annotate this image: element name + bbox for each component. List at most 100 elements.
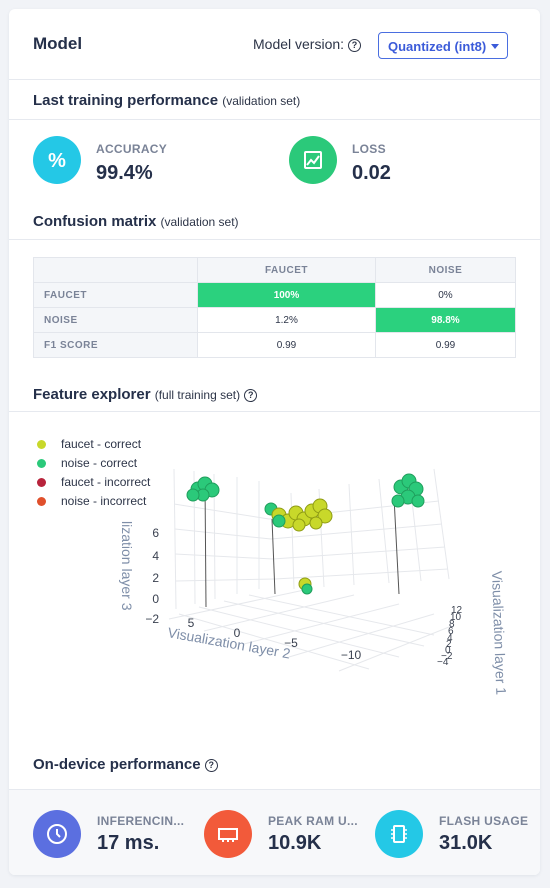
on-device-performance-title: On-device performance ? (33, 756, 218, 773)
chart-icon (289, 136, 337, 184)
cluster-faucet-center (264, 498, 333, 532)
caret-down-icon (491, 44, 499, 49)
help-icon[interactable]: ? (347, 39, 361, 52)
z-tick: 6 (152, 526, 159, 540)
flash-usage-value: 31.0K (439, 832, 493, 854)
y-tick: 0 (445, 645, 451, 656)
confusion-matrix-table: FAUCET NOISE FAUCET 100% 0% NOISE 1.2% 9… (33, 257, 517, 358)
confusion-matrix-title-text: Confusion matrix (33, 213, 157, 230)
column-header-faucet: FAUCET (197, 257, 376, 283)
legend-marker (37, 440, 46, 449)
ram-icon (204, 810, 252, 858)
row-header-noise: NOISE (33, 307, 198, 333)
z-tick: 0 (152, 592, 159, 606)
divider (9, 119, 540, 120)
table-row: F1 SCORE 0.99 0.99 (33, 332, 517, 358)
model-header: Model Model version: ? Quantized (int8) (9, 9, 540, 79)
z-tick: 2 (152, 571, 159, 585)
table-header-row: FAUCET NOISE (33, 257, 517, 283)
feature-explorer-title-text: Feature explorer (33, 386, 151, 403)
y-tick: 2 (446, 639, 452, 650)
model-card: Model Model version: ? Quantized (int8) … (9, 9, 540, 875)
confusion-matrix-subtitle: (validation set) (160, 215, 239, 229)
y-tick: 12 (451, 605, 463, 616)
divider (9, 239, 540, 240)
training-performance-subtitle: (validation set) (222, 94, 301, 108)
row-header-faucet: FAUCET (33, 282, 198, 308)
y-axis-title: Visualization layer 1 (489, 571, 509, 696)
model-version-selected: Quantized (int8) (388, 39, 487, 54)
x-tick: 0 (234, 626, 241, 640)
chip-icon (375, 810, 423, 858)
table-cell: 100% (197, 282, 376, 308)
on-device-performance-title-text: On-device performance (33, 756, 201, 773)
loss-value: 0.02 (352, 162, 391, 184)
z-tick: 4 (152, 549, 159, 563)
peak-ram-usage-label: PEAK RAM U... (268, 814, 358, 828)
x-tick: −10 (341, 648, 362, 662)
model-title: Model (33, 34, 83, 53)
legend-marker (37, 478, 46, 487)
svg-text:%: % (48, 150, 66, 172)
inferencing-time-label: INFERENCIN... (97, 814, 185, 828)
legend-label: faucet - correct (61, 437, 142, 451)
inferencing-time-value: 17 ms. (97, 832, 160, 854)
y-tick: 10 (450, 612, 462, 623)
confusion-matrix-title: Confusion matrix (validation set) (33, 213, 239, 230)
cluster-noise-top-right (391, 473, 425, 508)
table-cell: 0% (374, 282, 517, 308)
y-tick: −2 (441, 651, 453, 662)
training-performance-title-text: Last training performance (33, 92, 219, 109)
legend-marker (37, 497, 46, 506)
legend-item[interactable]: noise - correct (37, 456, 150, 475)
legend-item[interactable]: faucet - incorrect (37, 475, 150, 494)
peak-ram-usage-value: 10.9K (268, 832, 322, 854)
table-cell: 0.99 (197, 332, 376, 358)
legend-item[interactable]: faucet - correct (37, 437, 150, 456)
feature-explorer-title: Feature explorer (full training set) ? (33, 386, 258, 403)
z-tick: −2 (145, 612, 159, 626)
cluster-noise-top-left (186, 476, 220, 502)
legend-marker (37, 459, 46, 468)
on-device-performance-strip: INFERENCIN... 17 ms. PEAK RAM U... 10.9K (9, 789, 540, 875)
y-tick: 4 (447, 633, 453, 644)
model-version-dropdown[interactable]: Quantized (int8) (378, 32, 508, 59)
y-tick: 8 (449, 619, 455, 630)
x-tick: 5 (188, 616, 195, 630)
plot-axes (204, 480, 400, 608)
flash-usage-label: FLASH USAGE (439, 814, 529, 828)
legend-label: noise - correct (61, 456, 138, 470)
z-axis-title: lization layer 3 (119, 521, 135, 611)
clock-icon (33, 810, 81, 858)
table-cell: 0.99 (374, 332, 517, 358)
legend-item[interactable]: noise - incorrect (37, 494, 150, 513)
row-header-f1-score: F1 SCORE (33, 332, 198, 358)
table-row: FAUCET 100% 0% (33, 282, 517, 308)
legend-label: noise - incorrect (61, 494, 147, 508)
percent-icon: % (33, 136, 81, 184)
model-version-label: Model version: ? (253, 36, 361, 52)
accuracy-label: ACCURACY (96, 142, 168, 156)
training-performance-title: Last training performance (validation se… (33, 92, 300, 109)
legend-label: faucet - incorrect (61, 475, 151, 489)
divider (9, 79, 540, 80)
feature-explorer-3d-plot[interactable]: 6 4 2 0 −2 5 0 −5 −10 12 10 8 6 4 2 0 −2… (9, 409, 540, 739)
help-icon[interactable]: ? (204, 759, 218, 772)
cluster-faucet-low (298, 577, 313, 595)
table-cell: 1.2% (197, 307, 376, 333)
plot-legend: faucet - correct noise - correct faucet … (37, 437, 150, 513)
divider (9, 411, 540, 412)
x-axis-title: Visualization layer 2 (166, 624, 291, 661)
help-icon[interactable]: ? (244, 389, 258, 402)
accuracy-value: 99.4% (96, 162, 153, 184)
x-tick: −5 (284, 636, 298, 650)
feature-explorer-subtitle: (full training set) (154, 388, 241, 402)
axis-ticks: 6 4 2 0 −2 5 0 −5 −10 12 10 8 6 4 2 0 −2… (145, 526, 462, 668)
table-cell: 98.8% (374, 307, 517, 333)
y-tick: −4 (437, 657, 449, 668)
loss-label: LOSS (352, 142, 386, 156)
y-tick: 6 (448, 626, 454, 637)
model-version-label-text: Model version: (253, 36, 345, 52)
table-row: NOISE 1.2% 98.8% (33, 307, 517, 333)
table-corner-cell (33, 257, 198, 283)
